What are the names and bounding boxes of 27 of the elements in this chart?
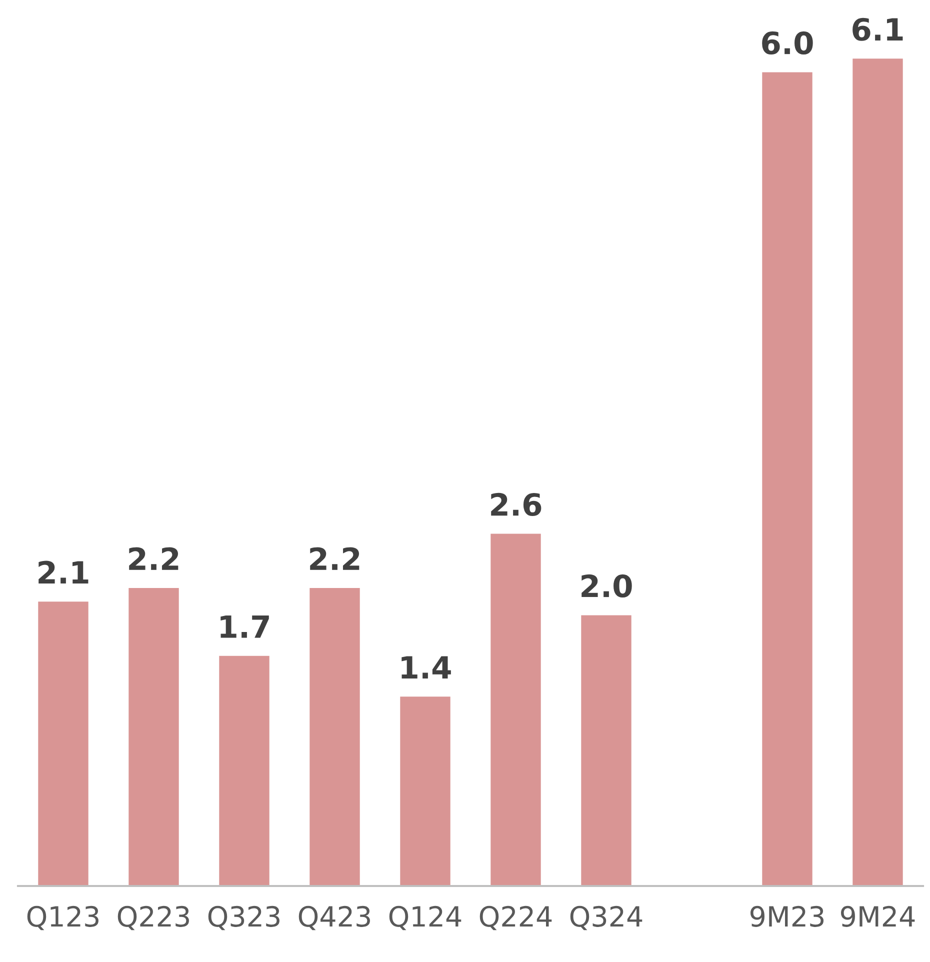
x-tick-label: Q223	[118, 906, 189, 930]
bar	[127, 586, 180, 886]
bar	[851, 57, 904, 886]
data-label: 2.2	[129, 547, 178, 570]
x-tick-label: 9M23	[750, 906, 824, 927]
x-tick-label: Q323	[208, 906, 280, 930]
bar	[36, 600, 90, 886]
data-label: 6.0	[762, 31, 813, 55]
data-label: 2.0	[582, 574, 632, 598]
data-label: 1.4	[402, 656, 451, 678]
data-label: 1.7	[220, 615, 269, 638]
data-label: 2.1	[38, 560, 88, 584]
x-tick-label: 9M24	[841, 906, 915, 927]
data-label: 6.1	[852, 18, 903, 41]
bar	[580, 614, 633, 886]
data-label: 2.6	[491, 492, 542, 516]
x-tick-label: Q123	[27, 906, 98, 930]
x-tick-label: Q224	[480, 906, 552, 930]
bar	[398, 695, 452, 886]
bar	[308, 586, 362, 886]
x-tick-label: Q124	[389, 906, 462, 930]
data-label: 2.2	[310, 547, 360, 570]
bar	[760, 70, 814, 886]
x-tick-label: Q423	[298, 906, 370, 930]
x-tick-label: Q324	[570, 906, 642, 930]
bar	[218, 654, 271, 886]
bar	[489, 532, 542, 886]
